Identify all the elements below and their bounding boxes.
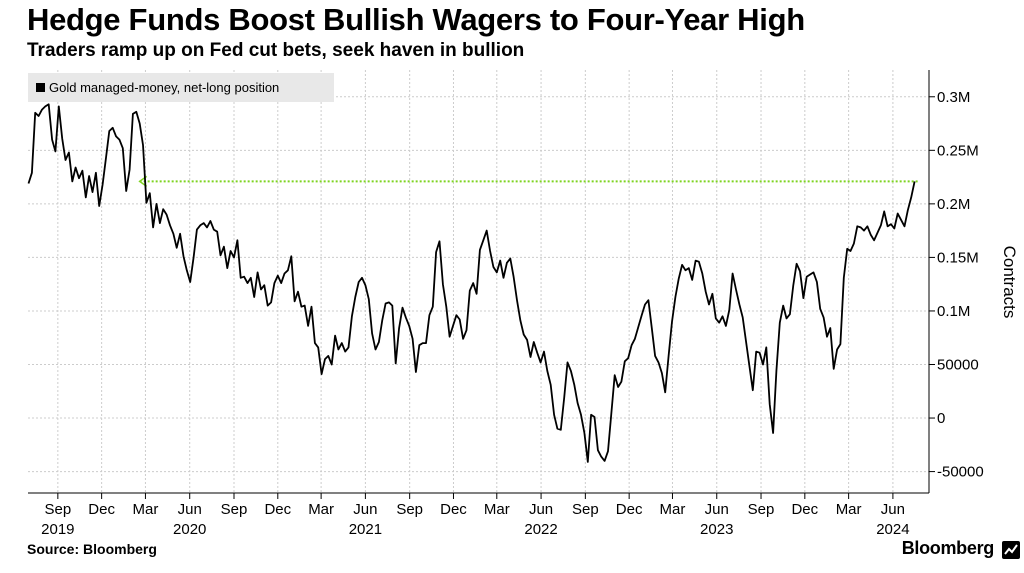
x-year-label: 2021 [349, 521, 382, 538]
x-year-label: 2023 [700, 521, 733, 538]
y-tick-label: 50000 [937, 356, 979, 373]
legend-swatch [36, 83, 45, 92]
x-tick-label: Sep [44, 501, 71, 518]
y-tick-label: -50000 [937, 464, 984, 481]
series-layer [27, 103, 916, 463]
x-tick-label: Jun [705, 501, 729, 518]
x-tick-label: Jun [178, 501, 202, 518]
x-tick-label: Mar [836, 501, 862, 518]
chart-subtitle: Traders ramp up on Fed cut bets, seek ha… [27, 40, 525, 61]
y-tick-label: 0.1M [937, 303, 970, 320]
x-tick-label: Jun [881, 501, 905, 518]
x-tick-label: Dec [791, 501, 818, 518]
y-tick-label: 0.2M [937, 196, 970, 213]
x-tick-label: Sep [221, 501, 248, 518]
x-tick-label: Jun [353, 501, 377, 518]
x-tick-label: Dec [440, 501, 467, 518]
x-tick-label: Dec [264, 501, 291, 518]
chart-title: Hedge Funds Boost Bullish Wagers to Four… [27, 2, 805, 37]
y-axis-label: Contracts [1000, 246, 1019, 319]
x-tick-label: Sep [748, 501, 775, 518]
x-year-label: 2022 [524, 521, 557, 538]
x-tick-label: Mar [660, 501, 686, 518]
y-tick-label: 0 [937, 410, 945, 427]
series-line-gold-net-long [27, 103, 916, 463]
x-tick-label: Jun [529, 501, 553, 518]
x-tick-label: Mar [133, 501, 159, 518]
source-note: Source: Bloomberg [27, 541, 157, 557]
bloomberg-chart-icon [1002, 541, 1020, 559]
x-tick-label: Mar [484, 501, 510, 518]
y-tick-label: 0.3M [937, 89, 970, 106]
x-year-label: 2024 [876, 521, 909, 538]
axes: 0.3M 0.25M 0.2M 0.15M 0.1M 50000 0 -50000 Sep Dec… [28, 70, 984, 538]
reference-line-group [138, 175, 918, 187]
y-tick-label: 0.15M [937, 249, 979, 266]
legend: Gold managed-money, net-long position [28, 73, 334, 102]
x-tick-label: Dec [88, 501, 115, 518]
legend-background [28, 73, 334, 102]
x-tick-label: Sep [396, 501, 423, 518]
brand-logo-text: Bloomberg [901, 538, 995, 558]
x-tick-label: Mar [308, 501, 334, 518]
grid-lines [28, 70, 929, 493]
y-tick-label: 0.25M [937, 142, 979, 159]
x-year-label: 2019 [41, 521, 74, 538]
legend-entry-label: Gold managed-money, net-long position [49, 80, 279, 95]
x-tick-label: Dec [616, 501, 643, 518]
x-tick-label: Sep [572, 501, 599, 518]
x-year-label: 2020 [173, 521, 206, 538]
